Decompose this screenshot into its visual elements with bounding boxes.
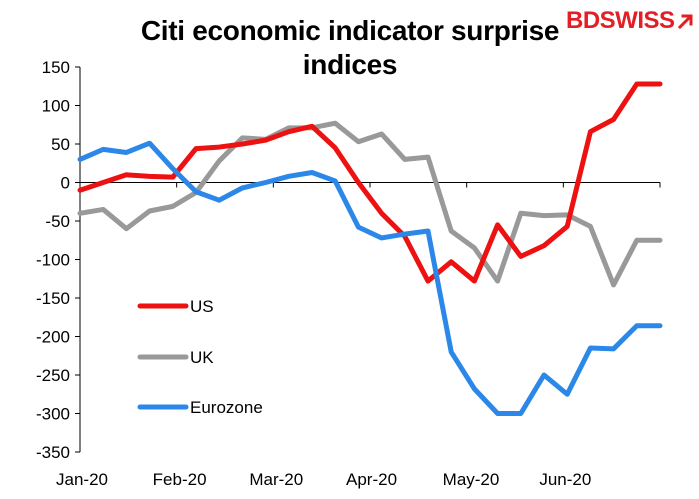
y-tick-label: 150 [42, 58, 70, 77]
legend: US UK Eurozone [137, 297, 263, 417]
x-tick-label: May-20 [443, 470, 500, 489]
x-tick-label: Feb-20 [153, 470, 207, 489]
y-tick-label: 100 [42, 97, 70, 116]
x-tick-label: Apr-20 [346, 470, 397, 489]
series-line-uk [77, 120, 663, 288]
y-tick-group: 150 100 50 0 -50 -100 -150 -200 -250 -300 -350 [36, 58, 80, 462]
brand-logo: BDSWISS [566, 6, 694, 36]
y-tick-label: 50 [51, 135, 70, 154]
chart-title: Citi economic indicator surprise indices [140, 15, 560, 80]
x-tick-label: Jun-20 [539, 470, 591, 489]
legend-label-us: US [190, 297, 214, 316]
y-tick-label: -150 [36, 289, 70, 308]
series-lines [77, 81, 663, 416]
logo-arrow-icon [677, 14, 693, 29]
y-tick-label: -200 [36, 328, 70, 347]
x-tick-label: Mar-20 [249, 470, 303, 489]
x-tick-group: Jan-20 Feb-20 Mar-20 Apr-20 May-20 Jun-20 [56, 182, 661, 489]
legend-label-eurozone: Eurozone [190, 398, 263, 417]
y-tick-label: -50 [45, 212, 70, 231]
y-tick-label: -300 [36, 405, 70, 424]
brand-logo-text: BDSWISS [566, 7, 675, 34]
y-tick-label: -100 [36, 251, 70, 270]
legend-label-uk: UK [190, 348, 214, 367]
y-tick-label: 0 [61, 174, 70, 193]
y-tick-label: -250 [36, 366, 70, 385]
x-tick-label: Jan-20 [56, 470, 108, 489]
series-line-eurozone [77, 140, 663, 416]
y-tick-label: -350 [36, 443, 70, 462]
